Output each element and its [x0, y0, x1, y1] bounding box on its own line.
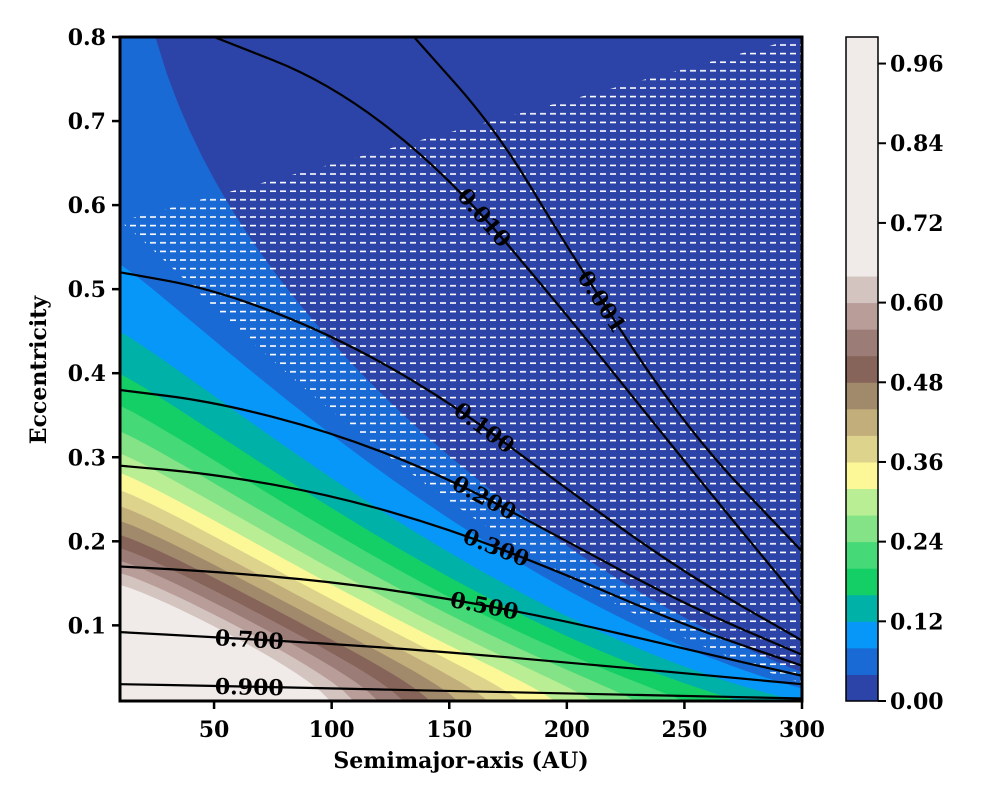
contour-lines [120, 37, 802, 700]
x-tick-label: 50 [199, 717, 230, 743]
colorbar-segment [846, 276, 878, 304]
colorbar-segment [846, 488, 878, 516]
y-tick-label: 0.5 [68, 277, 106, 303]
colorbar-segment [846, 621, 878, 649]
contour-line-0.900 [120, 683, 802, 700]
contour-line-0.300 [120, 464, 802, 667]
colorbar-segment [846, 355, 878, 383]
band-15 [120, 573, 802, 701]
x-tick-label: 200 [544, 717, 590, 743]
contour-line-0.200 [120, 388, 802, 656]
colorbar-segment [846, 382, 878, 410]
y-tick-label: 0.6 [68, 193, 106, 219]
colorbar: 0.00 0.12 0.24 0.36 0.48 0.60 0.72 0.84 0.96 [845, 36, 944, 715]
colorbar-tick-label: 0.12 [890, 609, 944, 635]
x-tick-label: 100 [309, 717, 355, 743]
x-tick-label: 150 [426, 717, 472, 743]
y-tick-label: 0.2 [68, 529, 106, 555]
colorbar-segment [846, 515, 878, 543]
contour-line-0.010 [213, 37, 802, 605]
y-tick-label: 0.3 [68, 445, 106, 471]
contour-line-0.500 [120, 565, 802, 677]
x-tick-label: 300 [779, 717, 825, 743]
colorbar-tick-label: 0.96 [890, 52, 944, 78]
contour-label-text: 0.700 [214, 625, 284, 655]
band-16 [120, 584, 802, 701]
colorbar-tick-label: 0.60 [890, 291, 944, 317]
colorbar-segment [846, 461, 878, 490]
colorbar-tick-label: 0.72 [890, 211, 944, 237]
contour-line-0.001 [413, 37, 802, 553]
y-axis: 0.1 0.2 0.3 0.4 0.5 0.6 0.7 0.8 [68, 25, 120, 639]
colorbar-tick-label: 0.00 [890, 689, 944, 715]
y-tick-label: 0.1 [68, 613, 106, 639]
colorbar-segment [846, 594, 878, 622]
colorbar-frame [845, 36, 879, 702]
colorbar-segment [846, 541, 878, 569]
colorbar-segment [846, 329, 878, 357]
contour-line-0.700 [120, 631, 802, 686]
x-axis-label: Semimajor-axis (AU) [333, 748, 588, 774]
colorbar-segment [846, 302, 878, 330]
colorbar-segment [846, 674, 878, 702]
contour-label-0.700: 0.700 [214, 625, 284, 655]
colorbar-segment [846, 435, 878, 463]
x-axis: 50 100 150 200 250 300 [199, 701, 825, 743]
colorbar-segment [846, 408, 878, 436]
contour-label-0.900: 0.900 [215, 674, 284, 701]
plot-area [120, 37, 802, 701]
x-tick-label: 250 [661, 717, 707, 743]
y-tick-label: 0.7 [68, 109, 106, 135]
y-tick-label: 0.8 [68, 25, 106, 51]
colorbar-segment [846, 647, 878, 675]
plot-frame [118, 35, 804, 703]
colorbar-tick-label: 0.36 [890, 450, 944, 476]
y-axis-label: Eccentricity [26, 295, 52, 445]
colorbar-segment [846, 568, 878, 596]
contour-line-0.100 [120, 271, 802, 642]
y-tick-label: 0.4 [68, 361, 106, 387]
colorbar-tick-label: 0.24 [890, 530, 944, 556]
colorbar-tick-label: 0.48 [890, 370, 944, 396]
colorbar-segment [846, 37, 878, 277]
contour-label-text: 0.900 [215, 674, 284, 701]
colorbar-tick-label: 0.84 [890, 131, 944, 157]
